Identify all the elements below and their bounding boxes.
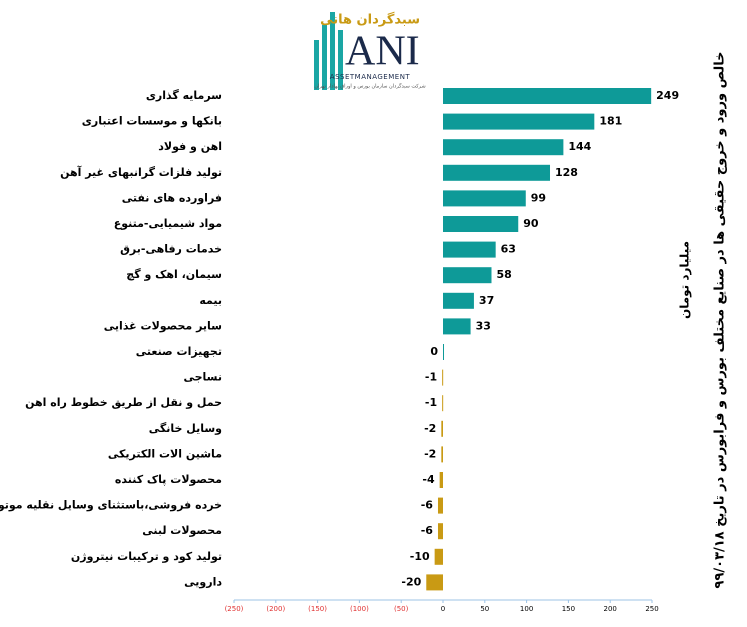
value-label: -6 <box>421 499 434 512</box>
logo-mark: ANI <box>345 29 420 75</box>
bar <box>443 164 551 181</box>
value-label: -1 <box>425 371 437 384</box>
value-label: 249 <box>656 89 679 102</box>
bar <box>443 241 496 258</box>
x-tick-label: 200 <box>604 605 617 613</box>
value-label: 90 <box>523 217 539 230</box>
value-label: 144 <box>568 140 591 153</box>
category-label: تجهیزات صنعتی <box>136 345 222 358</box>
category-label: سیمان، اهک و گچ <box>126 268 222 281</box>
bar <box>443 292 474 309</box>
value-label: -2 <box>424 447 436 460</box>
x-tick-label: 0 <box>441 605 445 613</box>
category-label: ماشین الات الکتریکی <box>108 447 222 460</box>
x-tick-label: (100) <box>350 605 369 613</box>
bar <box>426 574 443 591</box>
logo-bar <box>322 25 327 90</box>
x-tick-label: (50) <box>394 605 409 613</box>
category-label: محصولات پاک کننده <box>115 473 222 486</box>
value-label: 33 <box>476 319 491 332</box>
bar <box>434 548 443 565</box>
category-label: خدمات رفاهی-برق <box>120 243 222 256</box>
value-label: -6 <box>421 524 434 537</box>
category-label: تولید فلزات گرانبهای غیر آهن <box>60 165 222 179</box>
value-label: -4 <box>422 473 435 486</box>
bar <box>443 267 492 284</box>
x-tick-label: 250 <box>645 605 658 613</box>
value-label: 58 <box>496 268 511 281</box>
category-label: سایر محصولات غذایی <box>104 319 222 332</box>
bar <box>443 113 595 130</box>
value-label: 99 <box>531 191 546 204</box>
category-label: تولید کود و ترکیبات نیتروژن <box>71 550 222 563</box>
bar <box>443 88 652 104</box>
bar <box>443 318 471 335</box>
category-label: بیمه <box>199 294 222 307</box>
logo: سبدگردان هانی ANI ASSETMANAGEMENT شرکت س… <box>314 12 426 90</box>
x-tick-label: 100 <box>520 605 533 613</box>
value-label: -20 <box>401 575 421 588</box>
logo-bar <box>338 30 343 90</box>
bar <box>443 139 564 156</box>
category-label: نساجی <box>183 371 222 384</box>
value-label: 63 <box>501 243 516 256</box>
bar <box>442 395 444 412</box>
category-label: بانکها و موسسات اعتباری <box>82 115 222 128</box>
category-label: خرده فروشی،باستثنای وسایل نقلیه موتوری <box>0 499 222 512</box>
logo-brand: سبدگردان هانی <box>320 12 420 28</box>
category-label: اهن و فولاد <box>158 140 222 153</box>
category-label: دارویی <box>184 575 222 588</box>
bar <box>441 420 443 437</box>
logo-bar <box>330 12 335 90</box>
value-label: 0 <box>430 345 438 358</box>
category-label: مواد شیمیایی-متنوع <box>114 217 222 230</box>
bar <box>443 344 444 360</box>
x-tick-label: (150) <box>308 605 327 613</box>
logo-bar <box>314 40 319 90</box>
bar <box>437 497 443 514</box>
bar <box>441 446 443 463</box>
category-label: سرمایه گذاری <box>146 89 222 102</box>
value-label: 37 <box>479 294 494 307</box>
x-tick-label: (250) <box>225 605 244 613</box>
value-label: -2 <box>424 422 436 435</box>
x-tick-label: 50 <box>480 605 489 613</box>
bar <box>439 472 443 488</box>
bar <box>437 523 443 540</box>
value-label: -1 <box>425 396 437 409</box>
bar <box>442 369 444 386</box>
category-label: محصولات لبنی <box>142 524 222 537</box>
value-label: 128 <box>555 166 578 179</box>
category-label: وسایل خانگی <box>149 422 222 435</box>
x-tick-label: (200) <box>266 605 285 613</box>
value-label: -10 <box>410 550 430 563</box>
value-label: 181 <box>599 115 622 128</box>
x-tick-label: 150 <box>562 605 575 613</box>
logo-subline: شرکت سبدگردان سازمان بورس و اوراق بهادار… <box>314 83 425 90</box>
category-label: حمل و نقل از طریق خطوط راه اهن <box>25 396 222 409</box>
logo-tagline: ASSETMANAGEMENT <box>330 73 411 81</box>
chart-title: خالص ورود و خروج حقیقی ها در صنایع مختلف… <box>713 52 728 589</box>
axis-label: میلیارد تومان <box>678 241 693 319</box>
bar <box>443 216 519 232</box>
category-label: فراورده های نفتی <box>122 191 222 204</box>
bar <box>443 190 526 207</box>
